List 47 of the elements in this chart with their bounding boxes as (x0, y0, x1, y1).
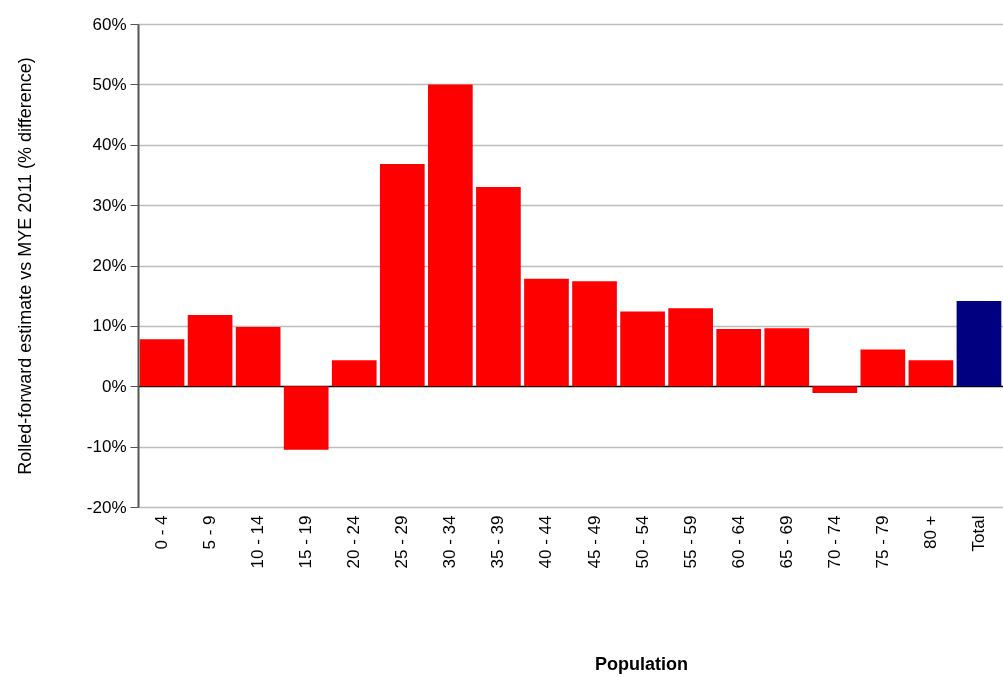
x-tick-label: 40 - 44 (536, 515, 556, 569)
x-tick-label: 5 - 9 (200, 515, 220, 550)
x-tick-label: 15 - 19 (296, 515, 316, 569)
y-tick-label: 30% (92, 195, 127, 215)
x-tick-label: 65 - 69 (776, 515, 796, 569)
y-tick-label: 40% (92, 135, 127, 155)
y-tick-label: 20% (92, 256, 127, 275)
x-tick-label: 10 - 14 (248, 515, 268, 569)
bar (908, 360, 954, 387)
bar (716, 328, 762, 387)
bar (187, 315, 233, 387)
bar (764, 328, 810, 387)
bar (139, 339, 185, 387)
x-tick-label: 20 - 24 (344, 515, 364, 569)
x-tick-label: 35 - 39 (488, 515, 508, 569)
x-tick-label: 60 - 64 (728, 515, 748, 569)
x-tick-label: 45 - 49 (584, 515, 604, 569)
x-tick-label: 80 + (920, 515, 940, 550)
bar (956, 301, 1002, 387)
y-axis-title: Rolled-forward estimate vs MYE 2011 (% difference) (14, 57, 35, 475)
y-tick-label: 60% (92, 14, 127, 34)
y-tick-label: -20% (86, 497, 127, 517)
x-tick-label: 55 - 59 (680, 515, 700, 569)
y-tick-label: -10% (86, 437, 127, 457)
x-tick-label: 25 - 29 (392, 515, 412, 569)
y-tick-label: 50% (92, 74, 127, 94)
bar (428, 84, 473, 387)
x-tick-label: 0 - 4 (152, 515, 172, 550)
bar (379, 164, 425, 387)
x-tick-label: 70 - 74 (824, 515, 844, 569)
bar (235, 327, 281, 387)
bar (572, 281, 617, 387)
bar (860, 349, 906, 387)
x-tick-label: Total (968, 515, 988, 552)
bar (620, 311, 665, 387)
bar (283, 386, 329, 450)
y-tick-label: 0% (101, 376, 127, 396)
bar (812, 386, 858, 393)
bar (476, 187, 521, 387)
x-tick-label: 75 - 79 (872, 515, 892, 569)
x-tick-label: 50 - 54 (632, 515, 652, 569)
x-tick-label: 30 - 34 (440, 515, 460, 569)
x-axis-title: Population (595, 653, 688, 674)
bar (524, 278, 569, 387)
bar (331, 360, 377, 387)
y-tick-label: 10% (92, 316, 127, 336)
bar (668, 308, 713, 387)
